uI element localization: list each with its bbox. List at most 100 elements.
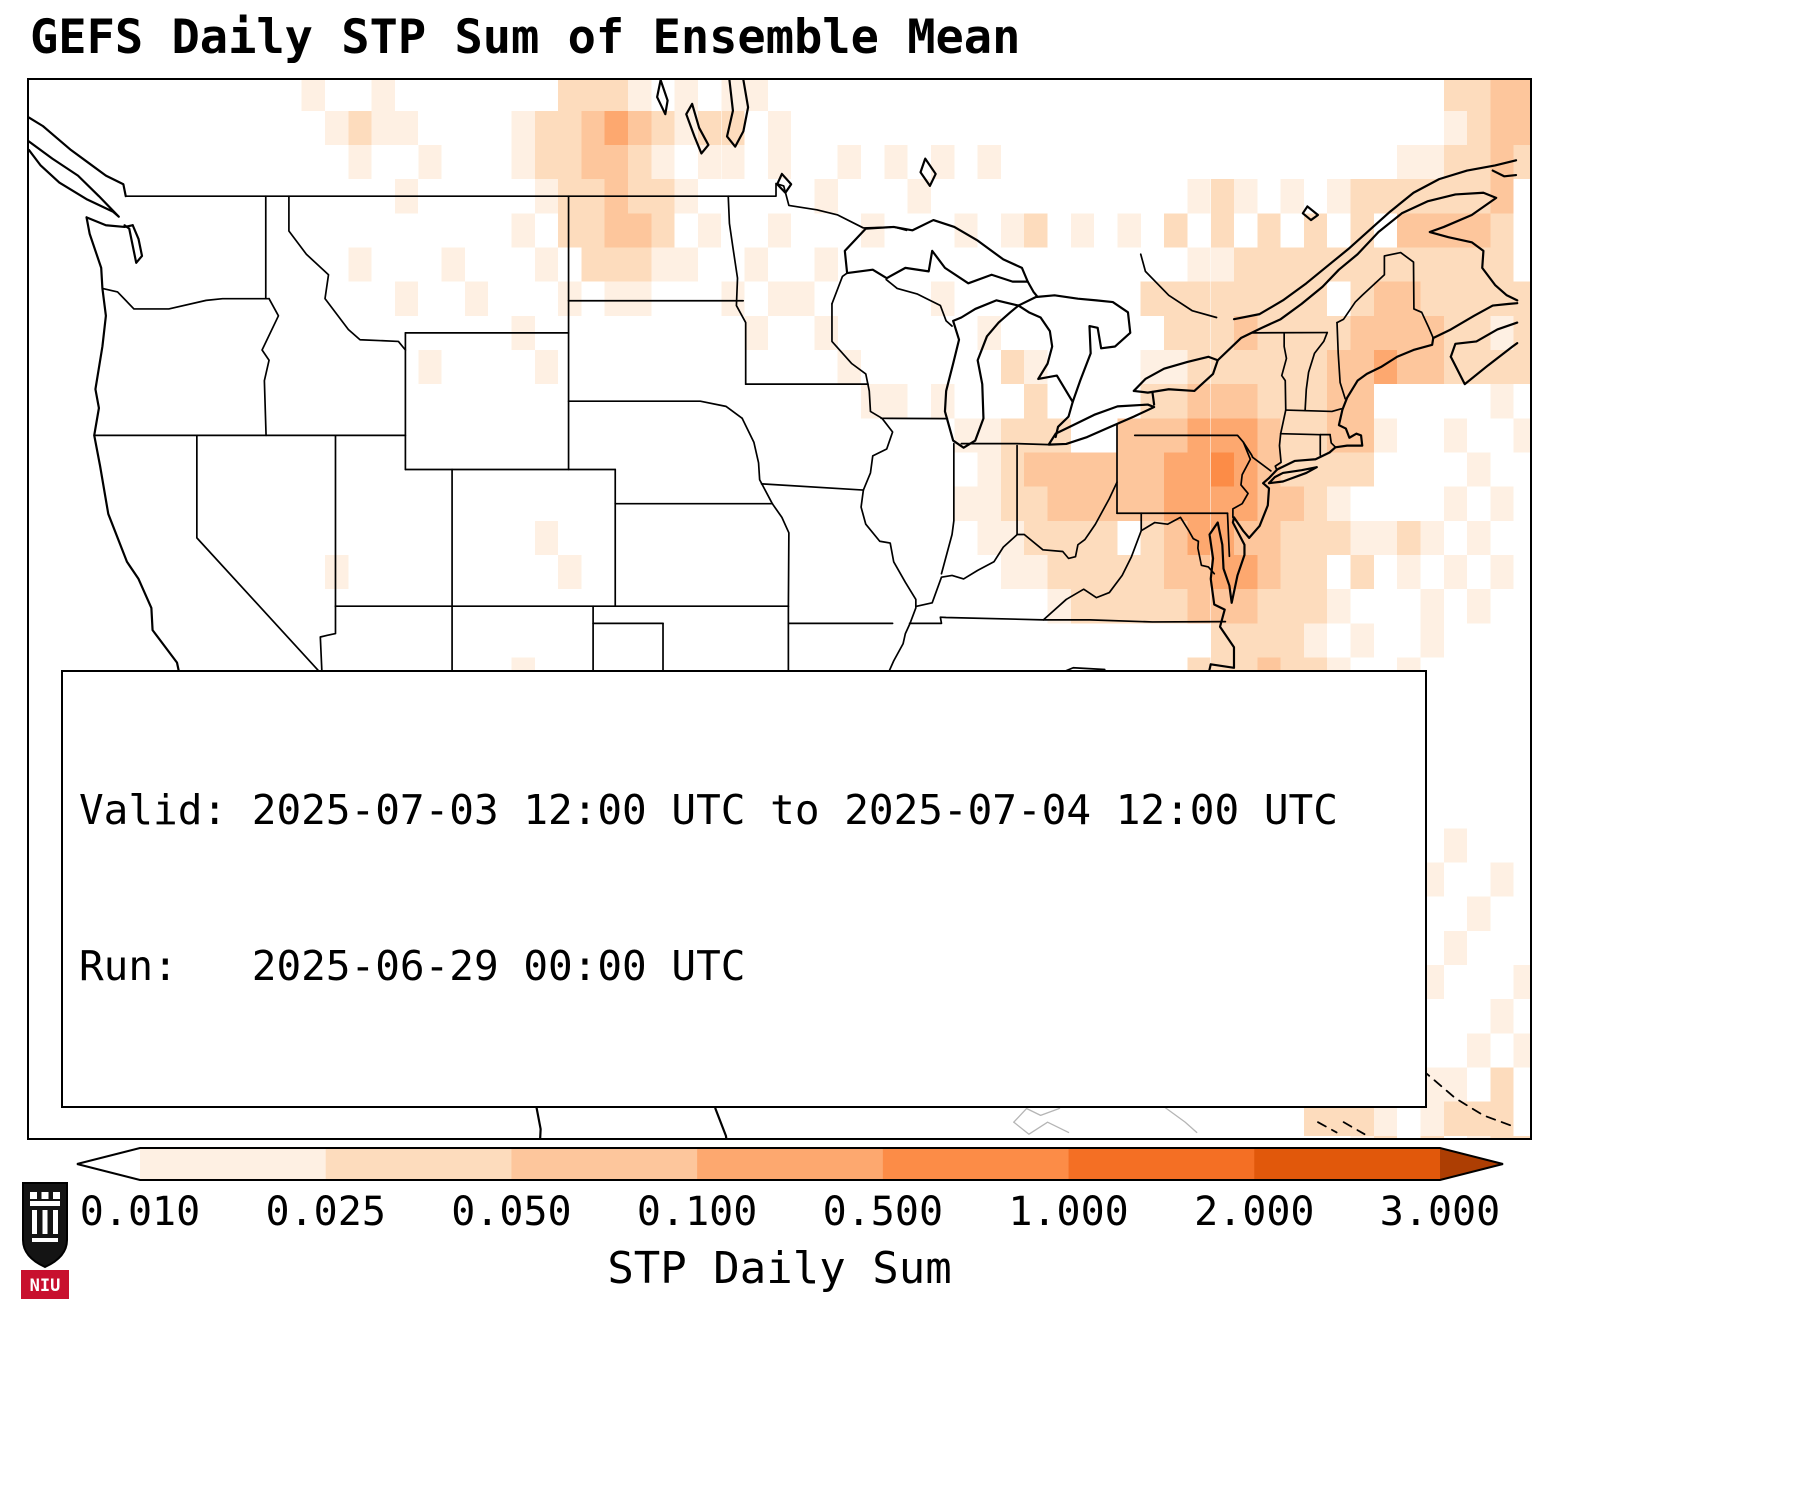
stp-cell <box>1257 520 1281 556</box>
stp-cell <box>1233 247 1258 282</box>
map-line <box>1047 403 1156 446</box>
stp-cell <box>721 144 745 180</box>
map-line <box>1274 409 1287 472</box>
stp-cell <box>1327 315 1351 350</box>
stp-cell <box>1490 555 1514 590</box>
stp-cell <box>1443 247 1468 282</box>
stp-cell <box>1164 349 1188 385</box>
stp-cell <box>511 144 535 180</box>
us-map <box>29 80 1530 1138</box>
stp-cell <box>767 144 792 180</box>
stp-cell <box>1443 1067 1468 1102</box>
stp-cell <box>1350 213 1374 248</box>
stp-cell <box>534 520 559 556</box>
map-line <box>960 442 1050 446</box>
colorbar-gradient <box>76 1147 1504 1181</box>
stp-cell <box>930 384 955 419</box>
stp-cell <box>977 486 1001 521</box>
stp-cell <box>1513 144 1530 180</box>
stp-cell <box>1140 452 1165 487</box>
colorbar-under-arrow <box>77 1148 140 1180</box>
map-line <box>567 400 744 420</box>
map-line <box>1232 159 1518 321</box>
stp-cell <box>1233 486 1258 521</box>
colorbar-tick-label: 1.000 <box>1008 1189 1129 1235</box>
stp-cell <box>674 80 698 111</box>
colorbar-tick-label: 0.500 <box>822 1189 944 1235</box>
stp-cell <box>1303 247 1328 282</box>
stp-cell <box>1070 213 1095 248</box>
stp-cell <box>1303 452 1328 487</box>
map-line <box>1449 321 1519 358</box>
map-line <box>1013 1121 1070 1135</box>
stp-cell <box>1373 315 1398 350</box>
colorbar-segment <box>511 1148 698 1180</box>
stp-cell <box>1024 384 1048 419</box>
stp-cell <box>954 213 978 248</box>
colorbar-segment <box>1254 1148 1441 1180</box>
colorbar-tick-label: 0.100 <box>636 1189 758 1235</box>
map-line <box>727 195 747 385</box>
stp-cell <box>1443 418 1468 453</box>
map-line <box>261 297 280 437</box>
stp-cell <box>721 110 745 145</box>
colorbar-tick-label: 0.010 <box>79 1189 201 1235</box>
map-line <box>1279 432 1331 436</box>
map-line <box>940 442 955 575</box>
stp-cell <box>1490 1135 1514 1138</box>
stp-cell <box>1397 520 1421 556</box>
stp-cell <box>1350 247 1374 282</box>
map-line <box>1017 294 1132 403</box>
map-line <box>85 216 134 229</box>
stp-cell <box>534 110 559 145</box>
colorbar-ticks: 0.010 0.025 0.050 0.100 0.500 1.000 2.000 3.000 <box>27 1189 1532 1239</box>
stp-cell <box>884 144 908 180</box>
stp-cell <box>1164 589 1188 624</box>
stp-cell <box>1117 452 1141 487</box>
stp-cell <box>1490 110 1514 145</box>
stp-cell <box>1373 418 1398 453</box>
stp-cell <box>697 144 722 180</box>
map-line <box>29 116 127 198</box>
stp-cell <box>1117 486 1141 521</box>
stp-cell <box>1443 486 1468 521</box>
stp-cell <box>1117 555 1141 590</box>
stp-cell <box>558 281 582 316</box>
stp-cell <box>1373 1135 1398 1138</box>
stp-cell <box>1443 110 1468 145</box>
stp-cell <box>1490 315 1514 350</box>
stp-cell <box>1350 179 1374 214</box>
stp-cell <box>1070 555 1095 590</box>
stp-cell <box>1210 281 1235 316</box>
stp-cell <box>1443 144 1468 180</box>
stp-cell <box>558 80 582 111</box>
niu-banner-text: NIU <box>30 1276 61 1296</box>
niu-castle-icon <box>30 1192 60 1242</box>
stp-cell <box>1303 384 1328 419</box>
stp-cell <box>1303 589 1328 624</box>
stp-cell <box>1490 213 1514 248</box>
stp-cell <box>581 247 605 282</box>
stp-cell <box>1443 555 1468 590</box>
stp-cell <box>1443 930 1468 966</box>
stp-cell <box>1210 384 1235 419</box>
stp-cell <box>1513 110 1530 145</box>
stp-cell <box>604 144 628 180</box>
stp-cell <box>581 213 605 248</box>
stp-cell <box>1210 349 1235 385</box>
stp-cell <box>1303 486 1328 521</box>
stp-cell <box>348 144 372 180</box>
stp-cell <box>1000 486 1025 521</box>
stp-cell <box>1490 1101 1514 1136</box>
stp-cell <box>1233 315 1258 350</box>
stp-cell <box>1280 418 1304 453</box>
stp-cell <box>1490 486 1514 521</box>
stp-cell <box>1000 452 1025 487</box>
validity-info-box: Valid: 2025-07-03 12:00 UTC to 2025-07-0… <box>61 670 1427 1108</box>
stp-cell <box>1257 213 1281 248</box>
colorbar-segment <box>140 1148 327 1180</box>
stp-cell <box>1024 213 1048 248</box>
stp-cell <box>1303 520 1328 556</box>
map-line <box>29 140 120 218</box>
stp-cell <box>1257 589 1281 624</box>
